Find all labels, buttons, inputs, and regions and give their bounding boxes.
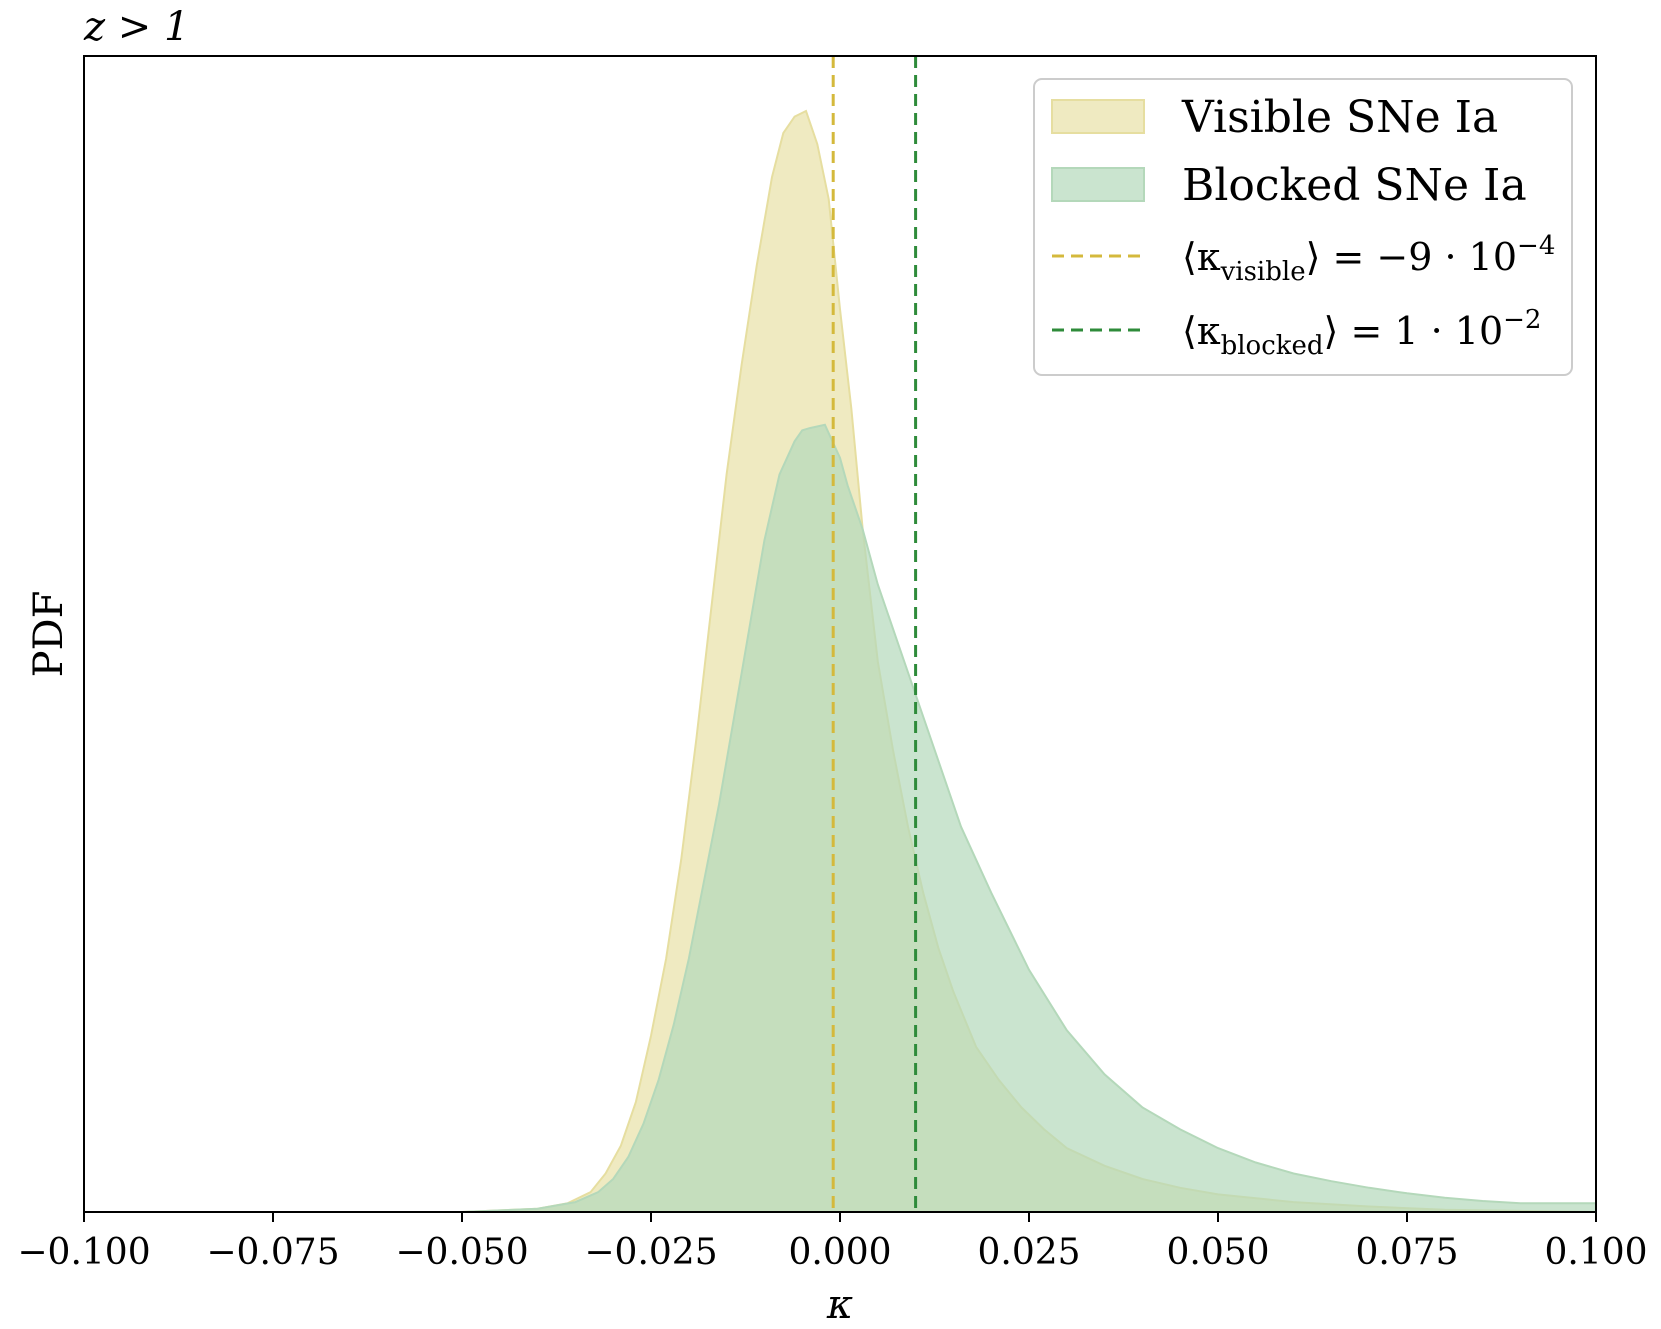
legend: Visible SNe Ia Blocked SNe Ia ⟨κvisible⟩… <box>1033 78 1573 376</box>
legend-label-blocked-mean: ⟨κblocked⟩ = 1 · 10−2 <box>1182 305 1541 361</box>
legend-label-visible-mean: ⟨κvisible⟩ = −9 · 10−4 <box>1182 231 1555 287</box>
x-tick-label: 0.100 <box>1544 1232 1647 1273</box>
blocked-mean-main: ⟨κ <box>1182 309 1221 353</box>
blocked-mean-sub: blocked <box>1221 331 1324 361</box>
legend-label-visible: Visible SNe Ia <box>1181 92 1498 143</box>
x-axis-label: κ <box>826 1282 853 1328</box>
legend-label-blocked: Blocked SNe Ia <box>1182 160 1527 211</box>
legend-swatch-visible <box>1051 99 1145 134</box>
legend-box <box>1033 78 1573 376</box>
chart-title: z > 1 <box>83 4 189 50</box>
blocked-mean-rest: ⟩ = 1 · 10 <box>1324 309 1504 353</box>
x-tick-label: −0.100 <box>17 1232 150 1273</box>
x-tick-label: −0.050 <box>395 1232 528 1273</box>
x-tick-label: 0.050 <box>1166 1232 1269 1273</box>
visible-mean-sub: visible <box>1220 257 1306 287</box>
density-area-blocked <box>84 423 1597 1213</box>
legend-swatch-blocked <box>1051 167 1145 202</box>
x-tick-label: 0.075 <box>1355 1232 1458 1273</box>
blocked-mean-sup: −2 <box>1503 305 1541 335</box>
y-axis-label: PDF <box>26 591 72 678</box>
visible-mean-sup: −4 <box>1517 231 1555 261</box>
x-tick-label: 0.000 <box>788 1232 891 1273</box>
x-tick-label: 0.025 <box>977 1232 1080 1273</box>
x-tick-label: −0.075 <box>206 1232 339 1273</box>
visible-mean-main: ⟨κ <box>1182 235 1221 279</box>
x-axis-ticks: −0.100 −0.075 −0.050 −0.025 0.000 0.025 0.050 0… <box>17 1212 1648 1273</box>
plot-area <box>84 56 1597 1213</box>
visible-mean-rest: ⟩ = −9 · 10 <box>1306 235 1517 279</box>
x-tick-label: −0.025 <box>584 1232 717 1273</box>
